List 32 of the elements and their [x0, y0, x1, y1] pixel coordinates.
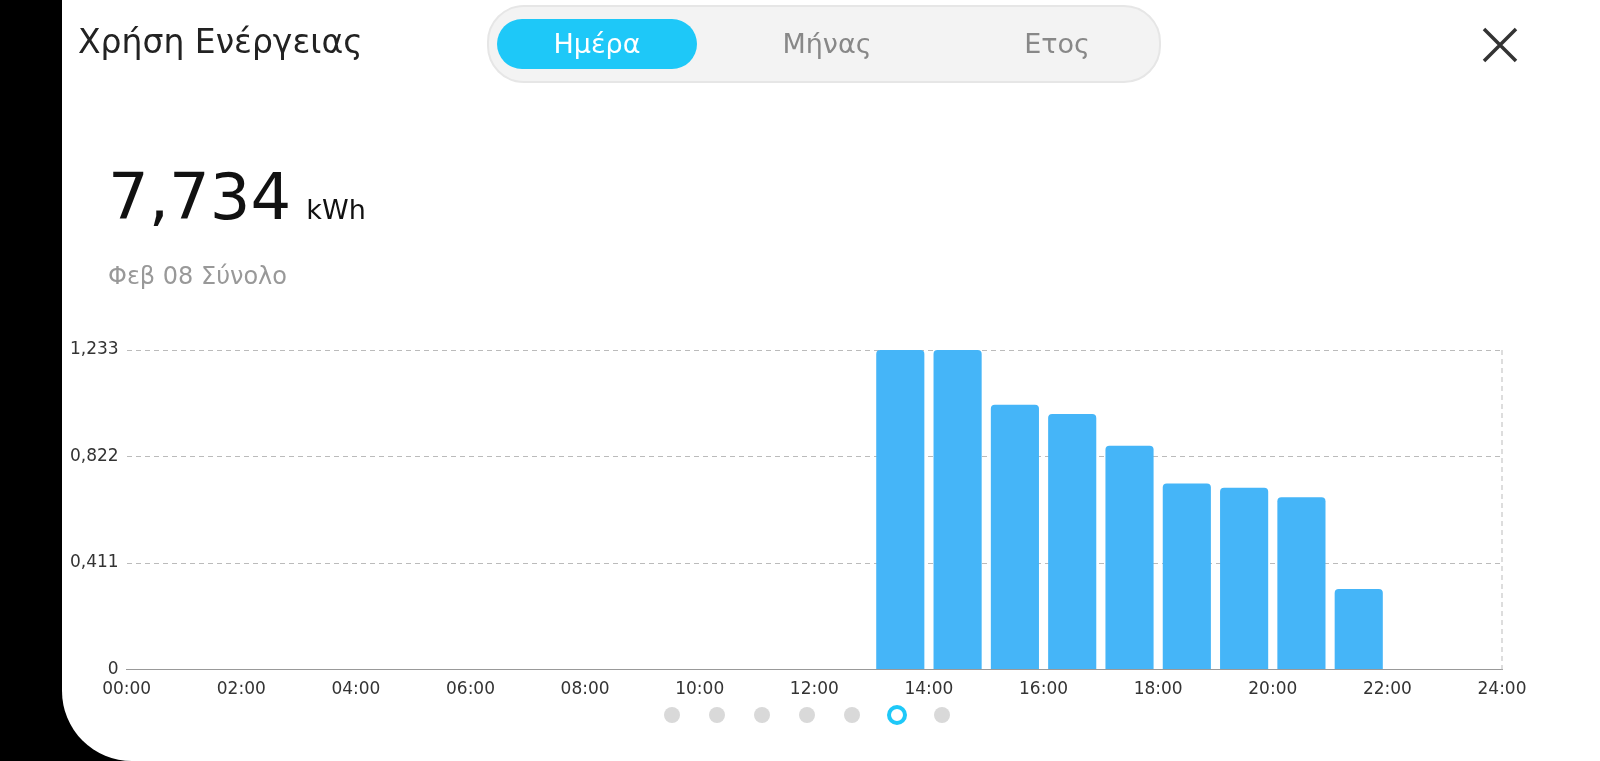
bar — [990, 404, 1039, 670]
bar — [1220, 487, 1269, 670]
text: Ετος — [1023, 27, 1091, 61]
x-tick-label: 24:00 — [1477, 678, 1527, 699]
x-tick-label: 18:00 — [1133, 678, 1183, 699]
x-tick-label: 04:00 — [331, 678, 381, 699]
x-tick-label: 22:00 — [1362, 678, 1412, 699]
bar — [1277, 497, 1326, 670]
x-tick-label: 06:00 — [446, 678, 495, 699]
x-tick-label: 12:00 — [789, 678, 839, 699]
x-tick-label: 14:00 — [904, 678, 954, 699]
x-tick-label: 08:00 — [560, 678, 610, 699]
text: Ημέρα — [497, 19, 697, 69]
bar — [933, 350, 982, 670]
bar — [1048, 414, 1097, 670]
y-tick-label: 0 — [107, 658, 119, 679]
chart-title: Χρήση Ενέργειας — [78, 22, 363, 61]
chart-subtitle: 7,734 kWh — [108, 160, 366, 234]
x-tick-label: 16:00 — [1019, 678, 1069, 699]
y-tick-label: 0,822 — [70, 444, 119, 465]
x-tick-label: 00:00 — [102, 678, 152, 699]
bar — [1105, 445, 1154, 670]
x-tick-label: 02:00 — [216, 678, 266, 699]
bar — [1162, 483, 1211, 670]
y-tick-label: 0,411 — [70, 551, 119, 572]
bar — [876, 350, 925, 670]
x-tick-label: 10:00 — [675, 678, 725, 699]
x-tick-label: 20:00 — [1248, 678, 1298, 699]
text: Φεβ 08 Σύνολο — [108, 262, 288, 290]
y-tick-label: 1,233 — [70, 338, 119, 359]
text: Μήνας — [781, 27, 873, 61]
bar — [1334, 588, 1383, 670]
